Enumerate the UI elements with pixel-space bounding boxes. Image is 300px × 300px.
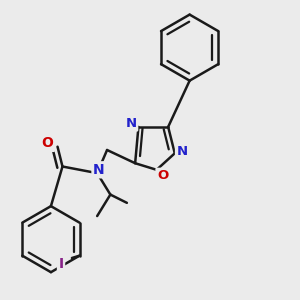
Text: I: I [58,257,64,271]
Text: N: N [93,163,105,177]
Text: O: O [157,169,168,182]
Text: O: O [42,136,54,150]
Text: N: N [126,117,137,130]
Text: N: N [176,145,188,158]
